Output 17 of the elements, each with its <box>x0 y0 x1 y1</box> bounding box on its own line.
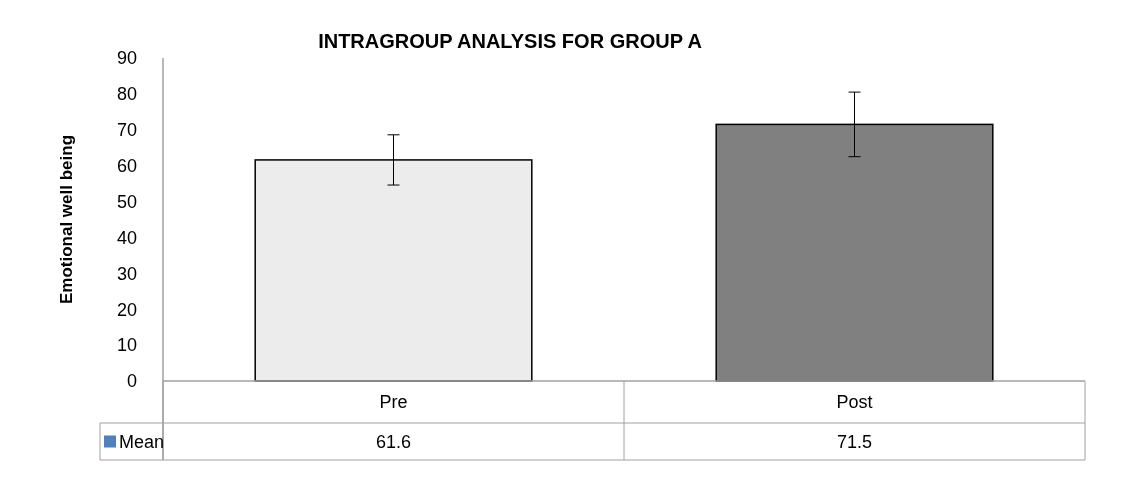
y-tick-label: 80 <box>116 84 137 105</box>
y-tick-label: 0 <box>126 371 137 392</box>
y-tick-label: 70 <box>116 120 137 141</box>
y-axis-title: Emotional well being <box>57 134 76 305</box>
data-label: 71.5 <box>836 431 873 452</box>
y-tick-label: 10 <box>116 335 137 356</box>
y-tick-label: 30 <box>116 263 137 284</box>
y-tick-label: 60 <box>116 155 137 176</box>
y-tick-label: 40 <box>116 227 137 248</box>
data-label: 61.6 <box>375 431 412 452</box>
text: Mean <box>119 431 165 452</box>
chart-title: INTRAGROUP ANALYSIS FOR GROUP A <box>318 30 702 52</box>
y-tick-label: 90 <box>116 48 137 69</box>
y-tick-label: 20 <box>116 299 137 320</box>
x-tick-label: Pre <box>379 392 408 413</box>
y-tick-label: 50 <box>116 191 137 212</box>
x-tick-label: Post <box>836 392 873 413</box>
